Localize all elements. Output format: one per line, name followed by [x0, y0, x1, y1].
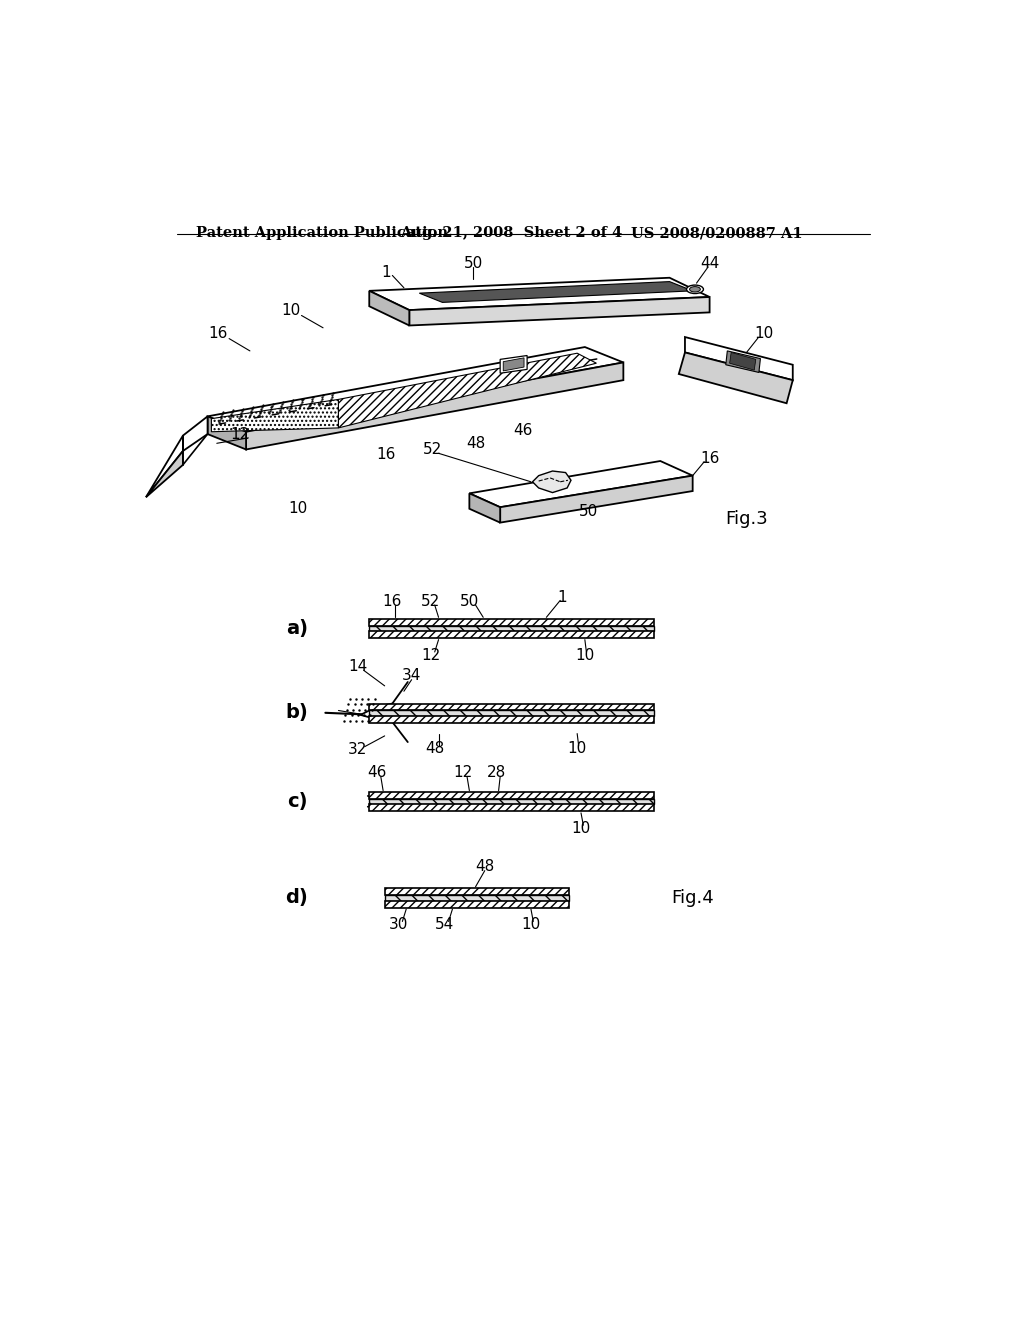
- Bar: [370, 710, 654, 715]
- Ellipse shape: [689, 286, 700, 292]
- Polygon shape: [339, 354, 596, 428]
- Bar: [385, 895, 569, 900]
- Text: 10: 10: [521, 917, 541, 932]
- Bar: [370, 619, 654, 626]
- Text: US 2008/0200887 A1: US 2008/0200887 A1: [631, 226, 803, 240]
- Text: 10: 10: [282, 304, 300, 318]
- Polygon shape: [679, 352, 793, 404]
- Text: 16: 16: [700, 451, 720, 466]
- Polygon shape: [146, 436, 183, 498]
- Text: c): c): [287, 792, 307, 810]
- Bar: [370, 626, 654, 631]
- Text: a): a): [286, 619, 307, 638]
- Text: d): d): [285, 888, 307, 907]
- Text: 12: 12: [230, 426, 250, 442]
- Text: 16: 16: [383, 594, 402, 610]
- Text: Patent Application Publication: Patent Application Publication: [196, 226, 449, 240]
- Text: Fig.4: Fig.4: [672, 888, 714, 907]
- Text: 48: 48: [466, 436, 485, 451]
- Text: 48: 48: [475, 859, 495, 874]
- Text: Aug. 21, 2008  Sheet 2 of 4: Aug. 21, 2008 Sheet 2 of 4: [400, 226, 623, 240]
- Bar: [385, 900, 569, 908]
- Bar: [370, 704, 654, 710]
- Polygon shape: [500, 475, 692, 523]
- Polygon shape: [208, 347, 624, 432]
- Bar: [370, 715, 654, 723]
- Polygon shape: [183, 416, 208, 451]
- Polygon shape: [208, 416, 246, 449]
- Text: 44: 44: [700, 256, 720, 272]
- Text: 30: 30: [389, 917, 409, 932]
- Text: 34: 34: [402, 668, 421, 684]
- Polygon shape: [469, 494, 500, 523]
- Text: 12: 12: [454, 766, 473, 780]
- Text: 14: 14: [348, 659, 368, 675]
- Text: 52: 52: [421, 594, 440, 610]
- Polygon shape: [730, 352, 756, 370]
- Text: 32: 32: [348, 742, 368, 758]
- Polygon shape: [500, 355, 527, 374]
- Text: 16: 16: [208, 326, 227, 342]
- Polygon shape: [469, 461, 692, 507]
- Bar: [370, 631, 654, 638]
- Text: 1: 1: [557, 590, 566, 605]
- Bar: [370, 804, 654, 812]
- Text: 10: 10: [571, 821, 591, 836]
- Text: 10: 10: [289, 502, 308, 516]
- Text: 46: 46: [514, 422, 532, 438]
- Polygon shape: [532, 471, 571, 492]
- Ellipse shape: [686, 285, 703, 293]
- Text: Fig.3: Fig.3: [725, 510, 768, 528]
- Text: 50: 50: [464, 256, 483, 272]
- Polygon shape: [370, 277, 710, 310]
- Text: 54: 54: [435, 917, 455, 932]
- Polygon shape: [503, 358, 524, 371]
- Text: 1: 1: [381, 265, 391, 280]
- Text: b): b): [285, 704, 307, 722]
- Bar: [370, 792, 654, 799]
- Text: 16: 16: [377, 447, 396, 462]
- Text: 50: 50: [460, 594, 479, 610]
- Text: 46: 46: [368, 766, 387, 780]
- Text: 12: 12: [421, 648, 440, 663]
- Polygon shape: [246, 363, 624, 449]
- Text: 10: 10: [754, 326, 773, 342]
- Polygon shape: [726, 351, 761, 372]
- Bar: [370, 799, 654, 804]
- Text: 10: 10: [575, 648, 595, 663]
- Bar: [385, 888, 569, 895]
- Text: 48: 48: [425, 742, 444, 756]
- Polygon shape: [370, 290, 410, 326]
- Text: 52: 52: [423, 442, 442, 457]
- Polygon shape: [685, 337, 793, 380]
- Polygon shape: [419, 281, 692, 302]
- Polygon shape: [410, 297, 710, 326]
- Polygon shape: [211, 400, 339, 432]
- Text: 10: 10: [567, 742, 587, 756]
- Polygon shape: [146, 451, 183, 498]
- Text: 28: 28: [486, 766, 506, 780]
- Text: 50: 50: [580, 503, 598, 519]
